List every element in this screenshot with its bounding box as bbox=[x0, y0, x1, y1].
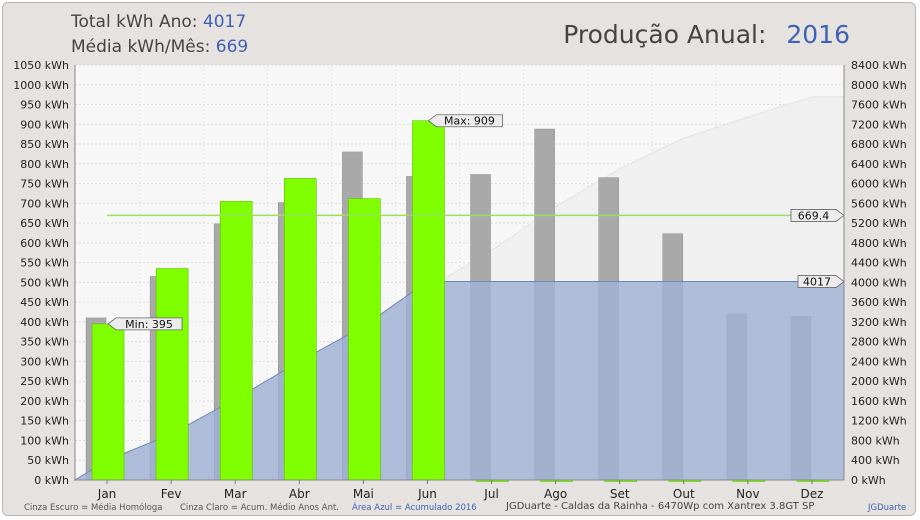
x-tick-label: Jul bbox=[483, 487, 498, 501]
title-label: Produção Anual: bbox=[563, 20, 767, 49]
y-left-tick-label: 700 kWh bbox=[20, 197, 69, 210]
x-tick-label: Fev bbox=[161, 487, 182, 501]
y-right-tick-label: 800 kWh bbox=[851, 434, 900, 447]
y-left-tick-label: 100 kWh bbox=[20, 434, 69, 447]
legend-blue-area: Área Azul = Acumulado 2016 bbox=[352, 503, 477, 513]
total-value-label: 4017 bbox=[803, 276, 831, 289]
y-right-tick-label: 5200 kWh bbox=[851, 217, 907, 230]
y-right-tick-label: 8000 kWh bbox=[851, 79, 907, 92]
y-right-tick-label: 6800 kWh bbox=[851, 138, 907, 151]
y-left-tick-label: 500 kWh bbox=[20, 276, 69, 289]
bar-2016 bbox=[348, 198, 381, 481]
total-value-label-box bbox=[797, 275, 845, 288]
y-left-tick-label: 450 kWh bbox=[20, 296, 69, 309]
x-tick-label: Abr bbox=[289, 487, 310, 501]
y-left-tick-label: 250 kWh bbox=[20, 375, 69, 388]
y-right-tick-label: 3200 kWh bbox=[851, 316, 907, 329]
y-left-tick-label: 750 kWh bbox=[20, 178, 69, 191]
bar-2016 bbox=[91, 323, 125, 481]
y-left-tick-label: 200 kWh bbox=[20, 395, 69, 408]
y-right-tick-label: 8400 kWh bbox=[851, 59, 907, 72]
y-left-tick-label: 300 kWh bbox=[20, 355, 69, 368]
avg-value: 669 bbox=[215, 37, 249, 57]
y-right-tick-label: 4400 kWh bbox=[851, 257, 907, 270]
y-left-tick-label: 50 kWh bbox=[27, 454, 69, 467]
y-right-tick-label: 6000 kWh bbox=[851, 178, 907, 191]
legend-dark-gray: Cinza Escuro = Média Homóloga bbox=[24, 503, 163, 513]
x-tick-label: Out bbox=[673, 487, 695, 501]
x-tick-label: Dez bbox=[800, 487, 823, 501]
x-tick-label: Mai bbox=[353, 487, 374, 501]
total-value: 4017 bbox=[202, 12, 247, 32]
x-tick-label: Set bbox=[610, 487, 630, 501]
y-left-tick-label: 950 kWh bbox=[20, 99, 69, 112]
x-tick-label: Mar bbox=[224, 487, 247, 501]
y-right-tick-label: 6400 kWh bbox=[851, 158, 907, 171]
bar-2016 bbox=[412, 120, 445, 481]
y-left-tick-label: 600 kWh bbox=[20, 237, 69, 250]
bar-2016 bbox=[155, 268, 189, 481]
y-right-tick-label: 3600 kWh bbox=[851, 296, 907, 309]
max-label-box bbox=[427, 114, 503, 128]
y-right-tick-label: 0 kWh bbox=[851, 474, 886, 487]
average-value-label-box bbox=[790, 209, 845, 222]
y-left-tick-label: 150 kWh bbox=[20, 415, 69, 428]
bar-2016 bbox=[219, 201, 253, 481]
x-tick-label: Nov bbox=[736, 487, 759, 501]
y-right-tick-label: 4800 kWh bbox=[851, 237, 907, 250]
y-right-tick-label: 400 kWh bbox=[851, 454, 900, 467]
y-left-tick-label: 350 kWh bbox=[20, 336, 69, 349]
total-kwh-year: Total kWh Ano: 4017 bbox=[71, 12, 246, 32]
y-left-tick-label: 0 kWh bbox=[34, 474, 69, 487]
x-tick-label: Jan bbox=[97, 487, 117, 501]
avg-kwh-month: Média kWh/Mês: 669 bbox=[71, 37, 248, 57]
y-right-tick-label: 7200 kWh bbox=[851, 118, 907, 131]
min-label: Min: 395 bbox=[125, 318, 173, 331]
y-right-tick-label: 1600 kWh bbox=[851, 395, 907, 408]
total-label: Total kWh Ano: bbox=[71, 12, 198, 32]
y-right-tick-label: 5600 kWh bbox=[851, 197, 907, 210]
x-tick-label: Jun bbox=[417, 487, 437, 501]
max-label: Max: 909 bbox=[444, 115, 495, 128]
y-left-tick-label: 400 kWh bbox=[20, 316, 69, 329]
brand-link[interactable]: JGDuarte bbox=[868, 503, 907, 513]
system-info: JGDuarte - Caldas da Rainha - 6470Wp com… bbox=[506, 501, 815, 512]
title-year: 2016 bbox=[786, 20, 850, 49]
bar-2016 bbox=[283, 178, 317, 481]
y-right-tick-label: 7600 kWh bbox=[851, 99, 907, 112]
avg-label: Média kWh/Mês: bbox=[71, 37, 211, 57]
y-left-tick-label: 900 kWh bbox=[20, 118, 69, 131]
y-left-tick-label: 1000 kWh bbox=[13, 79, 69, 92]
y-right-tick-label: 1200 kWh bbox=[851, 415, 907, 428]
y-right-tick-label: 2000 kWh bbox=[851, 375, 907, 388]
y-right-tick-label: 2400 kWh bbox=[851, 355, 907, 368]
y-left-tick-label: 800 kWh bbox=[20, 158, 69, 171]
average-value-label: 669.4 bbox=[798, 209, 830, 222]
y-right-tick-label: 2800 kWh bbox=[851, 336, 907, 349]
y-left-tick-label: 650 kWh bbox=[20, 217, 69, 230]
y-left-tick-label: 550 kWh bbox=[20, 257, 69, 270]
legend-light-gray: Cinza Claro = Acum. Médio Anos Ant. bbox=[180, 503, 339, 513]
x-tick-label: Ago bbox=[544, 487, 567, 501]
y-right-tick-label: 4000 kWh bbox=[851, 276, 907, 289]
y-left-tick-label: 1050 kWh bbox=[13, 59, 69, 72]
min-label-box bbox=[107, 317, 183, 331]
y-left-tick-label: 850 kWh bbox=[20, 138, 69, 151]
chart-title: Produção Anual: 2016 bbox=[563, 20, 850, 49]
